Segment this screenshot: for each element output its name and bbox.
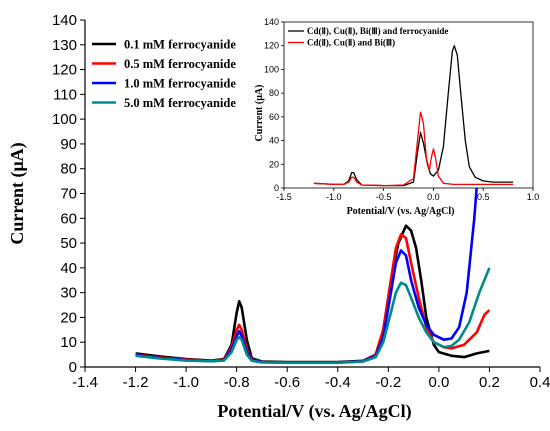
- main-x-tick-label: -0.2: [375, 374, 401, 391]
- main-y-tick-label: 60: [60, 210, 77, 227]
- main-legend-label-4: 5.0 mM ferrocyanide: [124, 96, 236, 110]
- inset-series-lines: [313, 45, 514, 187]
- main-legend-label-2: 0.5 mM ferrocyanide: [124, 57, 236, 71]
- inset-y-tick-label: 60: [269, 112, 279, 122]
- inset-x-axis-label: Potential/V (vs. Ag/AgCl): [347, 206, 455, 217]
- inset-y-tick-label: 20: [269, 159, 279, 169]
- main-y-tick-label: 100: [52, 111, 77, 128]
- inset-frame: [283, 21, 534, 189]
- main-series-lines: [135, 168, 491, 365]
- main-y-tick-label: 0: [69, 359, 77, 376]
- inset-x-tick-label: -1.5: [276, 192, 292, 202]
- main-y-tick-label: 30: [60, 285, 77, 302]
- main-y-tick-label: 10: [60, 334, 77, 351]
- inset-x-tick-label: 1.0: [527, 192, 540, 202]
- inset-series-line-2: [313, 111, 514, 187]
- main-x-tick-label: -0.8: [224, 374, 250, 391]
- inset-y-tick-label: 120: [264, 41, 279, 51]
- main-y-tick-label: 130: [52, 37, 77, 54]
- inset-y-tick-label: 100: [264, 64, 279, 74]
- inset-x-tick-label: -0.5: [376, 192, 392, 202]
- inset-legend: Cd(Ⅱ), Cu(Ⅱ), Bi(Ⅲ) and ferrocyanide Cd(Ⅱ…: [288, 26, 448, 48]
- main-x-tick-label: -1.0: [173, 374, 199, 391]
- main-x-tick-label: 0.2: [479, 374, 500, 391]
- main-y-tick-label: 110: [53, 86, 77, 103]
- inset-x-tick-label: -1.0: [326, 192, 342, 202]
- inset-y-tick-label: 140: [264, 17, 279, 27]
- main-legend: 0.1 mM ferrocyanide 0.5 mM ferrocyanide 1.…: [92, 38, 236, 110]
- main-y-tick-label: 20: [60, 309, 77, 326]
- main-y-tick-label: 40: [60, 260, 77, 277]
- main-y-tick-label: 70: [60, 186, 77, 203]
- main-x-tick-label: -1.4: [72, 374, 98, 391]
- main-plot: -1.4 -1.2 -1.0 -0.8 -0.6 -0.4 -0.2 0.0 0.2 0.4 0 1…: [7, 12, 550, 422]
- inset-legend-label-1: Cd(Ⅱ), Cu(Ⅱ), Bi(Ⅲ) and ferrocyanide: [307, 26, 448, 36]
- main-x-tick-label: -1.2: [123, 374, 149, 391]
- inset-y-tick-label: 80: [269, 88, 279, 98]
- main-series-line-1: [135, 224, 490, 364]
- inset-y-tick-label: 0: [274, 183, 279, 193]
- main-y-tick-label: 50: [60, 235, 77, 252]
- main-series-line-4: [135, 267, 491, 365]
- main-y-tick-label: 140: [52, 12, 77, 29]
- inset-x-tick-label: 0.0: [427, 192, 440, 202]
- main-x-tick-label: -0.6: [274, 374, 300, 391]
- main-legend-label-1: 0.1 mM ferrocyanide: [124, 38, 236, 52]
- inset-x-tick-label: 0.5: [477, 192, 490, 202]
- inset-legend-label-2: Cd(Ⅱ), Cu(Ⅱ) and Bi(Ⅲ): [307, 38, 395, 48]
- inset-y-tick-label: 40: [269, 136, 279, 146]
- main-y-tick-label: 90: [60, 136, 77, 153]
- main-y-tick-label: 120: [52, 62, 77, 79]
- inset-y-axis-label: Current (μA): [254, 85, 265, 142]
- main-x-tick-label: 0.4: [530, 374, 550, 391]
- main-x-axis-label: Potential/V (vs. Ag/AgCl): [217, 401, 411, 422]
- main-legend-label-3: 1.0 mM ferrocyanide: [124, 77, 236, 91]
- main-x-tick-label: 0.0: [428, 374, 449, 391]
- main-x-tick-label: -0.4: [325, 374, 351, 391]
- main-y-axis-label: Current (μA): [7, 142, 28, 244]
- inset-plot: -1.5 -1.0 -0.5 0.0 0.5 1.0 0 20 40 60 80 100 120 140…: [254, 17, 539, 217]
- main-y-tick-label: 80: [60, 161, 77, 178]
